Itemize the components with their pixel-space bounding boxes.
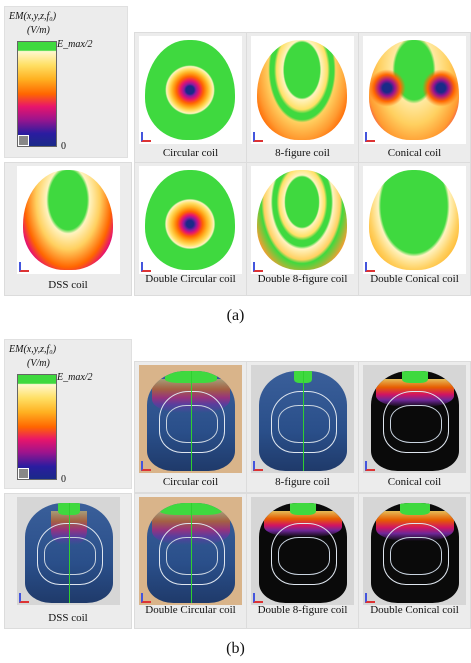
colorbar-unit: (V/m) xyxy=(27,358,50,369)
coronal-slice-image xyxy=(147,503,235,603)
panel-a: EM(x,y,z,f₀) (V/m) E_max/2 0 Circular co… xyxy=(0,0,471,300)
coronal-slice-image xyxy=(371,503,459,603)
map-a-conical: Conical coil xyxy=(358,32,471,164)
map-label: Double Conical coil xyxy=(370,604,459,616)
colorbar-max-label: E_max/2 xyxy=(57,372,93,383)
coronal-slice-image xyxy=(147,371,235,471)
axes-icon xyxy=(141,132,151,142)
axes-icon xyxy=(365,461,375,471)
map-label: Double 8-figure coil xyxy=(257,273,348,285)
axes-icon xyxy=(141,593,151,603)
axes-icon xyxy=(253,132,263,142)
field-map-image xyxy=(23,170,113,270)
map-label: 8-figure coil xyxy=(275,147,330,159)
field-map-image xyxy=(369,40,459,140)
map-label: Double 8-figure coil xyxy=(257,604,348,616)
map-a-circular: Circular coil xyxy=(134,32,247,164)
field-map-image xyxy=(369,170,459,270)
axes-icon xyxy=(253,593,263,603)
coronal-slice-image xyxy=(259,371,347,471)
map-label: Conical coil xyxy=(387,147,442,159)
axes-icon xyxy=(253,461,263,471)
panel-b: EM(x,y,z,f₀) (V/m) E_max/2 0 Circular co… xyxy=(0,327,471,633)
field-map-image xyxy=(257,40,347,140)
map-b-double-conical: Double Conical coil xyxy=(358,493,471,629)
axes-icon xyxy=(253,262,263,272)
colorbar-b: EM(x,y,z,f₀) (V/m) E_max/2 0 xyxy=(4,339,132,489)
coronal-slice-image xyxy=(371,371,459,471)
colorbar-gradient xyxy=(17,374,57,480)
map-a-dss: DSS coil xyxy=(4,162,132,296)
map-a-double-conical: Double Conical coil xyxy=(358,162,471,296)
axes-icon xyxy=(365,593,375,603)
axes-icon xyxy=(365,262,375,272)
field-map-image xyxy=(257,170,347,270)
colorbar-a: EM(x,y,z,f₀) (V/m) E_max/2 0 xyxy=(4,6,128,158)
map-label: Double Circular coil xyxy=(145,604,236,616)
map-label: Circular coil xyxy=(162,147,219,159)
colorbar-toggle-icon[interactable] xyxy=(18,468,29,479)
colorbar-gradient xyxy=(17,41,57,147)
map-label: DSS coil xyxy=(48,279,88,291)
colorbar-min-label: 0 xyxy=(61,141,66,152)
map-label: Double Circular coil xyxy=(145,273,236,285)
field-map-image xyxy=(145,170,235,270)
map-b-double-circular: Double Circular coil xyxy=(134,493,247,629)
axes-icon xyxy=(141,461,151,471)
axes-icon xyxy=(19,593,29,603)
map-label: Double Conical coil xyxy=(370,273,459,285)
map-b-8figure: 8-figure coil xyxy=(246,361,359,493)
coronal-slice-image xyxy=(259,503,347,603)
colorbar-unit: (V/m) xyxy=(27,25,50,36)
axes-icon xyxy=(19,262,29,272)
map-b-double-8figure: Double 8-figure coil xyxy=(246,493,359,629)
map-a-double-8figure: Double 8-figure coil xyxy=(246,162,359,296)
caption-a: (a) xyxy=(226,307,245,324)
axes-icon xyxy=(365,132,375,142)
colorbar-max-label: E_max/2 xyxy=(57,39,93,50)
map-a-double-circular: Double Circular coil xyxy=(134,162,247,296)
colorbar-title: EM(x,y,z,f₀) xyxy=(9,344,57,355)
map-a-8figure: 8-figure coil xyxy=(246,32,359,164)
colorbar-toggle-icon[interactable] xyxy=(18,135,29,146)
caption-b: (b) xyxy=(226,640,245,657)
map-label: 8-figure coil xyxy=(275,476,330,488)
coronal-slice-image xyxy=(25,503,113,603)
map-b-circular: Circular coil xyxy=(134,361,247,493)
map-label: DSS coil xyxy=(48,612,88,624)
map-b-dss: DSS coil xyxy=(4,493,132,629)
map-label: Conical coil xyxy=(387,476,442,488)
colorbar-min-label: 0 xyxy=(61,474,66,485)
colorbar-title: EM(x,y,z,f₀) xyxy=(9,11,57,22)
map-label: Circular coil xyxy=(162,476,219,488)
axes-icon xyxy=(141,262,151,272)
map-b-conical: Conical coil xyxy=(358,361,471,493)
field-map-image xyxy=(145,40,235,140)
